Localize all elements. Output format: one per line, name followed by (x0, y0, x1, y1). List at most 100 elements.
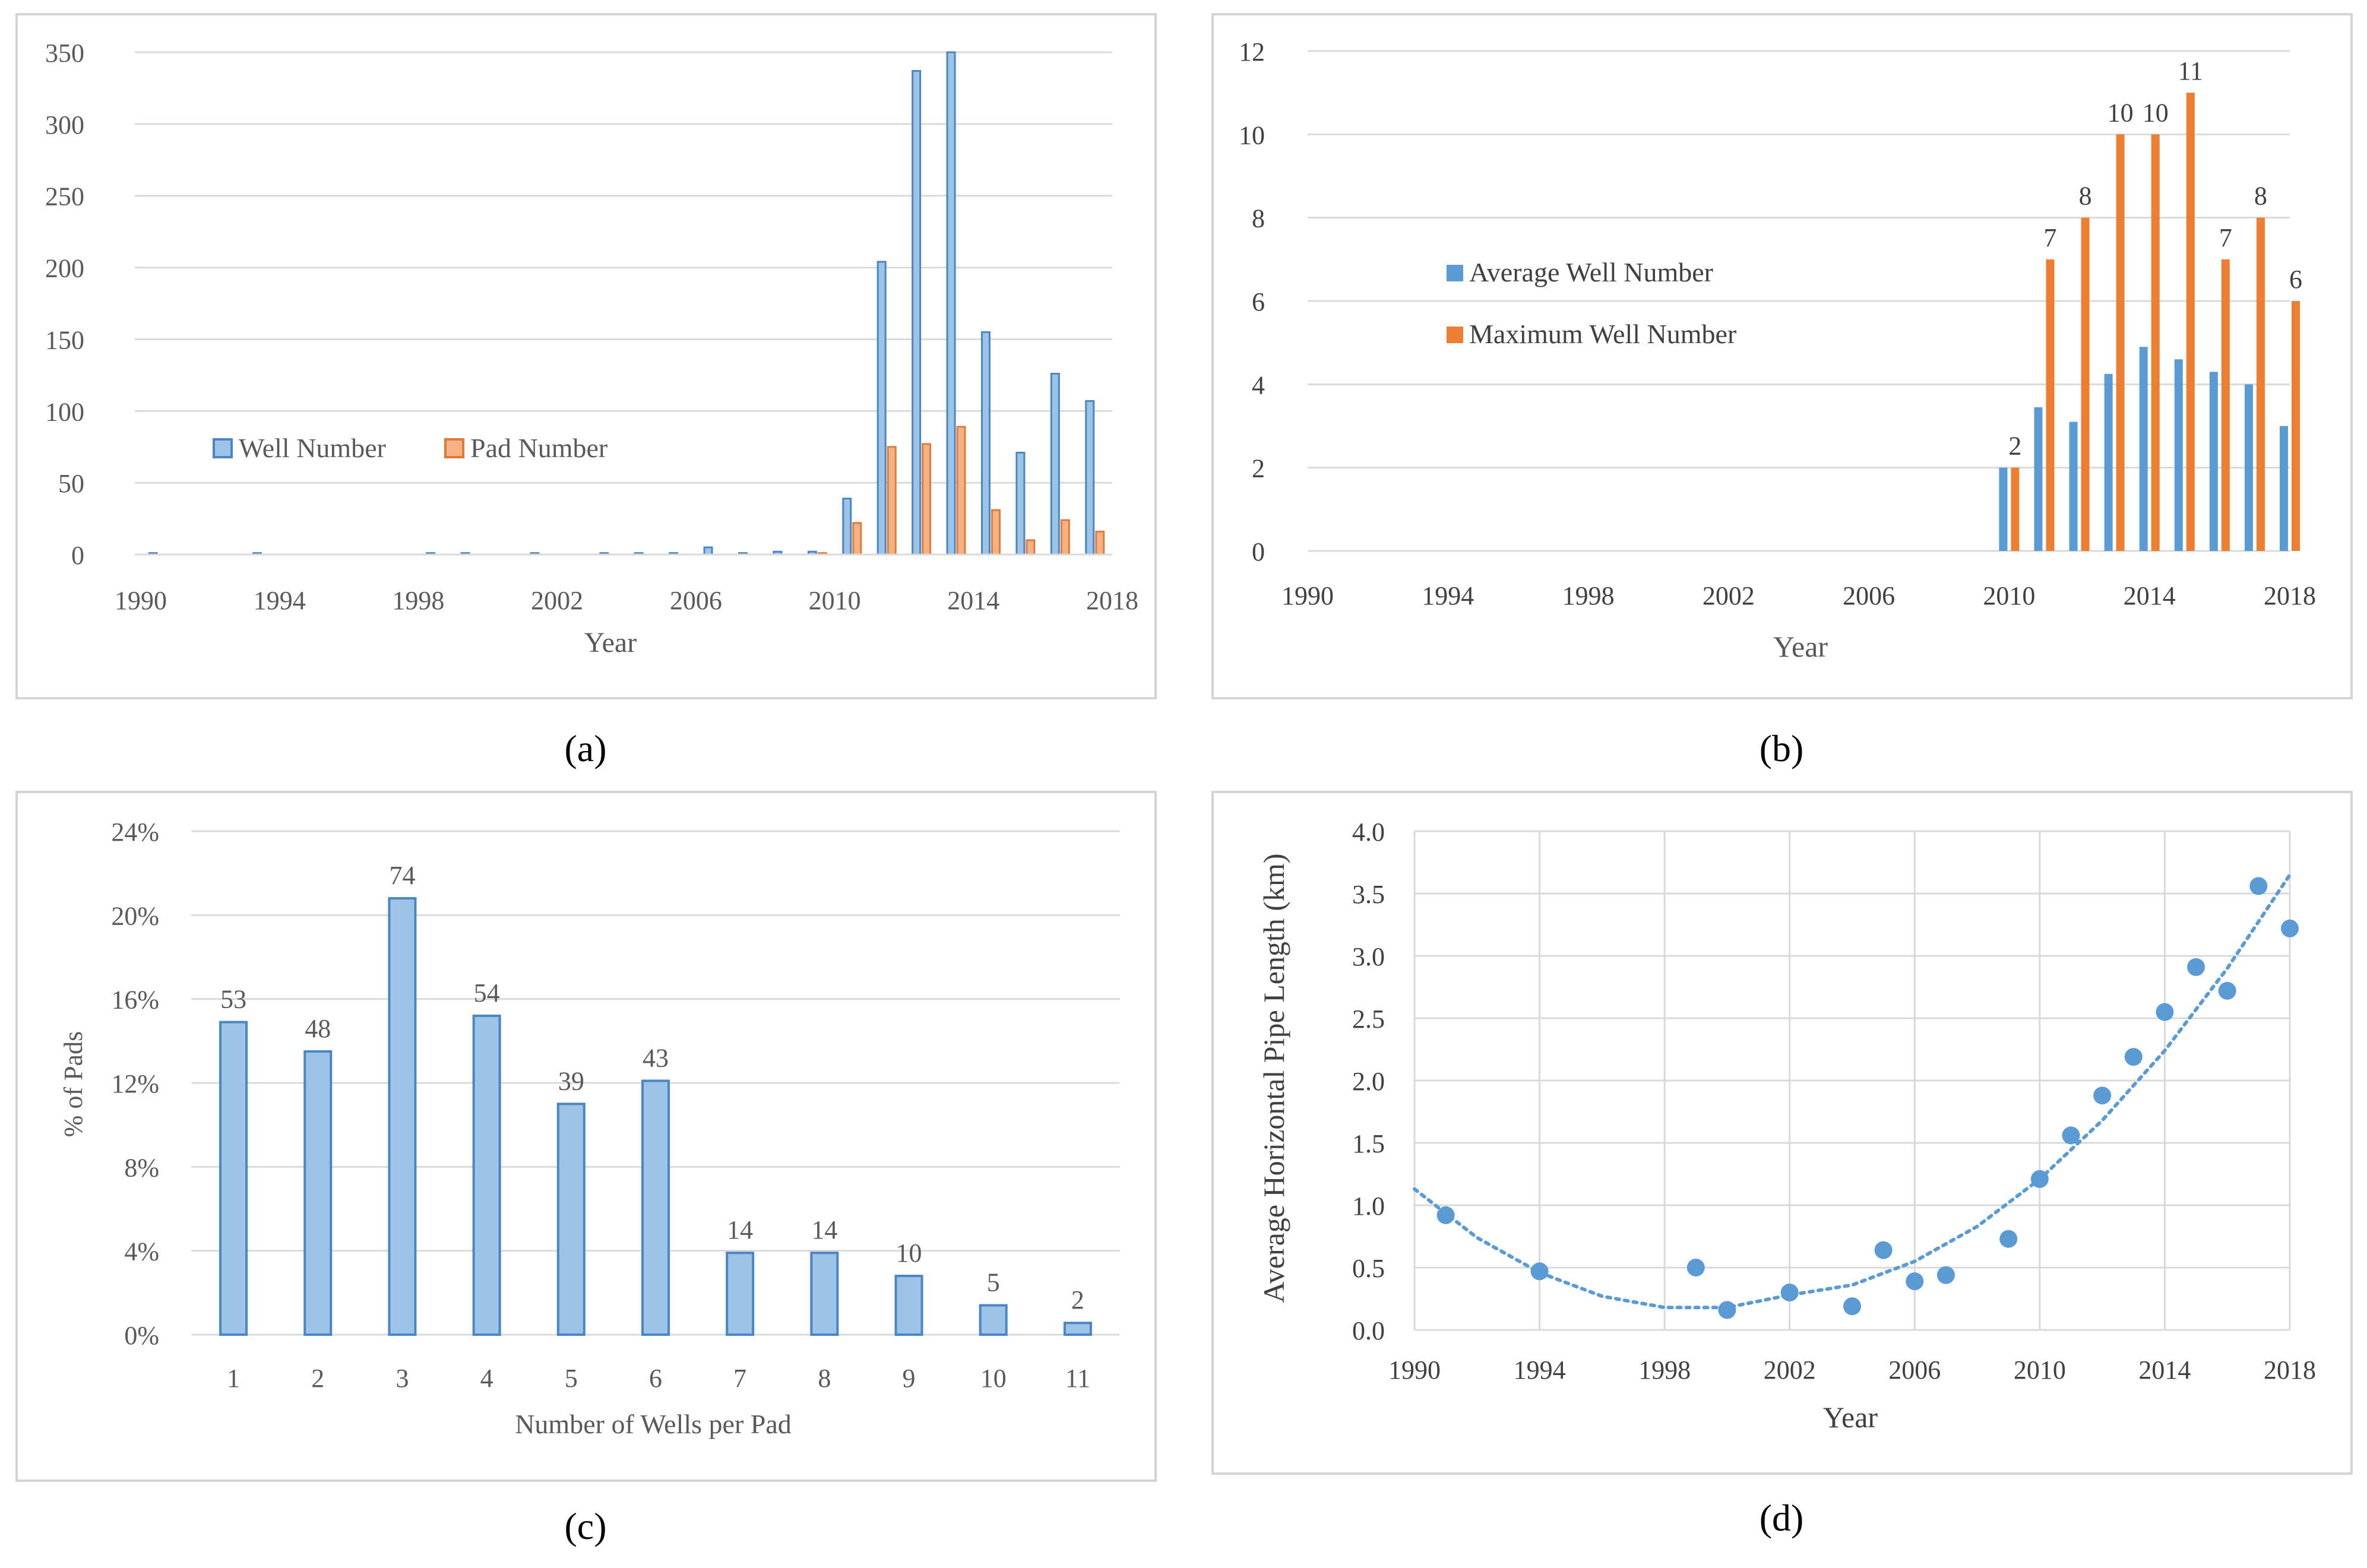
b-bar-max (2116, 134, 2125, 552)
b-ytick-label: 12 (1239, 37, 1265, 66)
b-xtick-label: 2018 (2264, 581, 2316, 610)
b-bar-max (2081, 217, 2090, 552)
b-bar-avg (1999, 467, 2008, 551)
a-ytick-label: 200 (45, 254, 84, 283)
panel-label-d: (d) (1759, 1497, 1804, 1539)
d-data-point (1718, 1301, 1736, 1319)
a-bar-pad (852, 522, 862, 556)
chart-c: 0%4%8%12%16%20%24%1 2 3 4 5 6 7 8 9 10 11534874543… (59, 818, 1120, 1439)
panel-label-b: (b) (1759, 727, 1804, 769)
a-ytick-label: 0 (71, 541, 84, 570)
c-data-label: 39 (558, 1066, 584, 1095)
c-bar (726, 1252, 755, 1336)
b-legend-label-avg: Average Well Number (1469, 257, 1713, 287)
d-data-point (2124, 1048, 2143, 1066)
b-legend-swatch-avg (1447, 265, 1463, 281)
b-bar-max (2151, 134, 2160, 552)
d-data-point (1530, 1262, 1549, 1281)
b-bar-max (2011, 467, 2020, 551)
panel-label-c: (c) (564, 1505, 607, 1547)
a-legend-label-well: Well Number (239, 433, 386, 463)
d-xtick-label: 2018 (2264, 1355, 2316, 1385)
a-xtick-label: 2006 (670, 586, 722, 615)
c-bar (472, 1014, 501, 1336)
b-data-label: 2 (2008, 432, 2021, 461)
c-ytick-label: 0% (124, 1321, 159, 1350)
d-data-point (1780, 1284, 1799, 1301)
b-bar-max (2292, 301, 2300, 551)
a-bar-pad (1026, 539, 1036, 556)
d-data-point (1874, 1241, 1893, 1259)
d-xtick-label: 2002 (1764, 1355, 1816, 1385)
d-ytick-label: 4.0 (1352, 818, 1385, 847)
b-ytick-label: 10 (1239, 121, 1265, 150)
d-xtick-label: 1994 (1514, 1355, 1566, 1385)
c-xtick-label: 1 (227, 1364, 240, 1393)
a-bar-well (1050, 372, 1060, 556)
a-bar-well (946, 51, 956, 556)
a-xtick-label: 1994 (254, 586, 306, 615)
a-bar-well (703, 546, 713, 556)
panel-d: 0.0 0.5 1.0 1.5 2.0 2.5 3.0 3.5 4.0 1990 1994 1998 2… (1211, 791, 2353, 1475)
a-xtick-label: 1998 (392, 586, 444, 615)
b-bar-avg (2209, 372, 2218, 551)
a-bar-well (912, 69, 922, 556)
b-ytick-label: 0 (1252, 537, 1265, 566)
c-data-label: 5 (987, 1268, 1000, 1297)
c-xlabel: Number of Wells per Pad (515, 1409, 792, 1439)
a-bar-pad (1060, 519, 1070, 556)
a-ytick-label: 350 (45, 39, 84, 68)
c-data-label: 14 (727, 1215, 753, 1244)
a-ytick-label: 250 (45, 182, 84, 211)
panel-b: 0 2 4 6 8 10 12 1990 1994 1998 2002 2006 2010 2014 201… (1211, 13, 2353, 699)
c-data-label: 2 (1071, 1285, 1084, 1314)
b-ytick-label: 2 (1252, 454, 1265, 483)
a-legend-swatch-pad (444, 438, 464, 458)
b-bar-max (2186, 93, 2195, 551)
chart-b: 0 2 4 6 8 10 12 1990 1994 1998 2002 2006 2010 2014 201… (1239, 37, 2316, 663)
d-ytick-label: 0.5 (1352, 1254, 1385, 1283)
c-data-label: 53 (220, 985, 246, 1014)
c-data-label: 48 (305, 1014, 331, 1043)
a-bar-pad (887, 446, 897, 556)
c-ytick-label: 16% (111, 986, 159, 1015)
d-ytick-label: 3.5 (1352, 880, 1385, 909)
c-data-label: 10 (896, 1238, 922, 1268)
a-ytick-label: 150 (45, 325, 84, 354)
a-xlabel: Year (584, 627, 637, 658)
d-xtick-label: 1990 (1388, 1355, 1441, 1385)
d-data-point (2062, 1126, 2080, 1145)
b-legend: Average Well Number Maximum Well Number (1447, 257, 1736, 349)
b-ytick-label: 4 (1252, 370, 1265, 400)
d-ylabel: Average Horizontal Pipe Length (km) (1257, 853, 1290, 1303)
b-bar-avg (2280, 426, 2288, 551)
b-data-label: 10 (2143, 98, 2169, 127)
c-ytick-label: 12% (111, 1069, 159, 1098)
b-xlabel: Year (1773, 630, 1828, 663)
a-bar-well (981, 331, 991, 556)
c-ytick-label: 24% (111, 818, 159, 847)
c-bar (641, 1079, 670, 1336)
d-xtick-label: 2010 (2014, 1355, 2066, 1385)
c-ytick-label: 4% (124, 1237, 159, 1266)
d-data-point (2281, 919, 2299, 937)
c-bar (810, 1252, 839, 1336)
b-bar-avg (2069, 422, 2078, 551)
d-ytick-label: 2.5 (1352, 1005, 1385, 1034)
a-legend-label-pad: Pad Number (470, 433, 607, 463)
a-ytick-label: 100 (45, 397, 84, 426)
panel-label-a: (a) (564, 727, 607, 769)
b-xtick-label: 2014 (2124, 581, 2176, 610)
b-bar-avg (2034, 407, 2043, 551)
chart-d: 0.0 0.5 1.0 1.5 2.0 2.5 3.0 3.5 4.0 1990 1994 1998 2… (1257, 818, 2316, 1434)
c-xtick-label: 10 (980, 1364, 1007, 1393)
d-data-point (1686, 1259, 1705, 1276)
a-bar-pad (956, 426, 966, 556)
b-xtick-label: 2010 (1983, 581, 2035, 610)
d-data-point (1936, 1266, 1955, 1284)
b-data-label: 10 (2107, 98, 2134, 127)
d-xtick-label: 2014 (2138, 1355, 2191, 1385)
b-ytick-label: 8 (1252, 204, 1265, 233)
d-ytick-label: 3.0 (1352, 942, 1385, 971)
c-bar (1063, 1322, 1092, 1336)
